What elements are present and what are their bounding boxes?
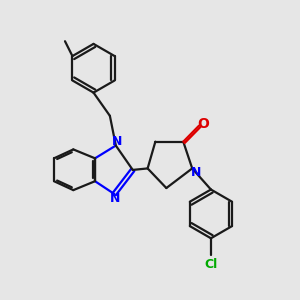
Text: Cl: Cl	[204, 258, 218, 271]
Text: N: N	[110, 192, 121, 205]
Text: O: O	[197, 117, 209, 131]
Text: N: N	[191, 166, 201, 179]
Text: N: N	[112, 135, 122, 148]
